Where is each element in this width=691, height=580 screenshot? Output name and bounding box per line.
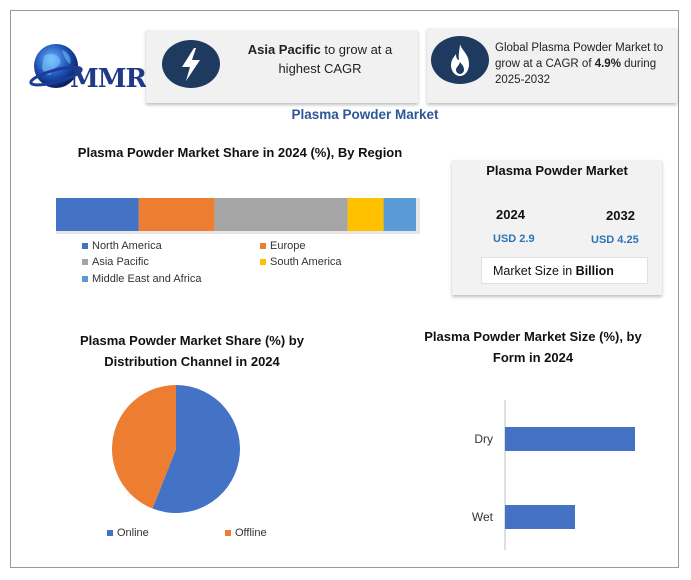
cagr-post: during 2025-2032: [495, 58, 657, 86]
swatch-mea: [82, 276, 88, 282]
legend-label: Online: [117, 527, 149, 539]
pie-slice-offline: [112, 385, 176, 509]
legend-label: South America: [270, 256, 342, 268]
logo: MMR: [22, 34, 147, 104]
region-segment-asia-pacific: [214, 198, 348, 231]
stats-title: Plasma Powder Market: [486, 163, 628, 178]
swatch-asia-pacific: [82, 259, 88, 265]
swatch-offline: [225, 530, 231, 536]
legend-offline: Offline: [225, 527, 267, 539]
highlight-rest: to grow at a highest CAGR: [278, 42, 393, 76]
globe-icon: [29, 44, 83, 88]
legend-label: Asia Pacific: [92, 256, 149, 268]
form-bar-dry: [505, 427, 635, 451]
size-label-pre: Market Size in: [493, 264, 576, 278]
swatch-online: [107, 530, 113, 536]
region-segment-middle-east-and-africa: [383, 198, 416, 231]
form-chart-title: Plasma Powder Market Size (%), by Form i…: [424, 329, 642, 365]
region-stacked-bar: [56, 198, 420, 234]
legend-label: North America: [92, 240, 162, 252]
stats-value-2024: USD 2.9: [493, 233, 535, 245]
region-chart-title: Plasma Powder Market Share in 2024 (%), …: [77, 145, 403, 160]
stats-year-2024: 2024: [496, 207, 525, 222]
highlight-text-cagr: Global Plasma Powder Market to grow at a…: [495, 40, 675, 88]
legend-label: Offline: [235, 527, 267, 539]
flame-icon: [431, 36, 489, 84]
lightning-icon: [162, 40, 220, 88]
highlight-text-asia: Asia Pacific to grow at a highest CAGR: [235, 40, 405, 78]
cagr-pre: Global Plasma Powder Market to grow at a…: [495, 42, 664, 70]
swatch-europe: [260, 243, 266, 249]
channel-chart-title: Plasma Powder Market Share (%) by Distri…: [80, 333, 304, 369]
legend-online: Online: [107, 527, 149, 539]
legend-label: Middle East and Africa: [92, 273, 202, 285]
form-category-label: Wet: [472, 510, 494, 524]
stats-year-2032: 2032: [606, 208, 635, 223]
legend-mea: Middle East and Africa: [82, 273, 201, 285]
region-segment-north-america: [56, 198, 139, 231]
form-bar-wet: [505, 505, 575, 529]
stats-value-2032: USD 4.25: [591, 234, 639, 246]
size-label-bold: Billion: [575, 264, 614, 278]
region-segment-south-america: [347, 198, 384, 231]
infographic-frame: [10, 10, 679, 568]
logo-text: MMR: [70, 64, 147, 94]
region-segment-europe: [138, 198, 215, 231]
highlight-bold: Asia Pacific: [247, 42, 321, 57]
swatch-north-america: [82, 243, 88, 249]
channel-pie-chart: [112, 385, 241, 513]
market-size-label: Market Size in Billion: [481, 257, 648, 284]
form-category-label: Dry: [474, 432, 493, 446]
cagr-bold: 4.9%: [594, 58, 621, 70]
legend-north-america: North America: [82, 240, 162, 252]
swatch-south-america: [260, 259, 266, 265]
main-title: Plasma Powder Market: [291, 107, 439, 122]
legend-label: Europe: [270, 240, 306, 252]
form-bar-chart: Dry Wet: [472, 400, 635, 550]
legend-europe: Europe: [260, 240, 305, 252]
legend-asia-pacific: Asia Pacific: [82, 256, 149, 268]
pie-slice-online: [152, 385, 241, 513]
legend-south-america: South America: [260, 256, 342, 268]
